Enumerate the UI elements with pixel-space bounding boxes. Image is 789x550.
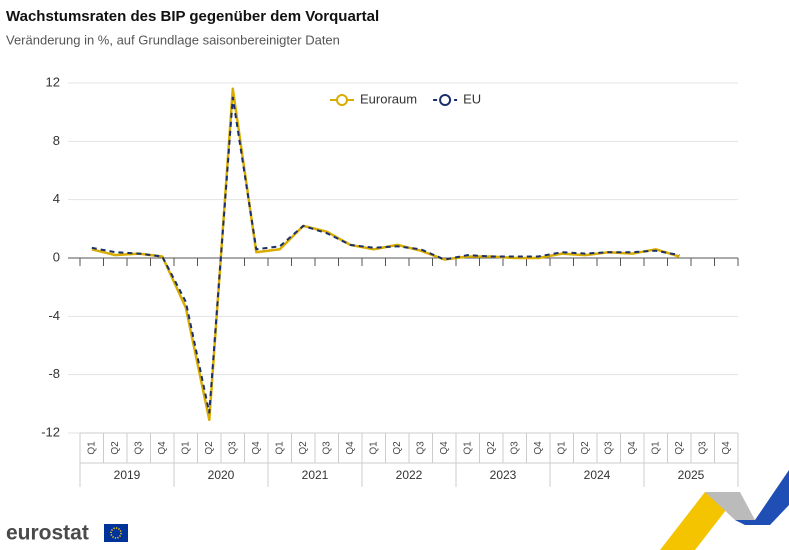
x-tick-label: Q2	[580, 441, 591, 455]
y-tick-label: 12	[46, 74, 60, 89]
y-tick-label: 0	[53, 249, 60, 264]
x-tick-label: Q4	[439, 441, 450, 455]
year-label: 2020	[208, 468, 235, 482]
year-label: 2024	[584, 468, 611, 482]
eu-stars	[110, 527, 122, 539]
year-label: 2025	[678, 468, 705, 482]
decoration	[660, 470, 789, 550]
x-tick-label: Q1	[650, 441, 661, 455]
year-label: 2023	[490, 468, 517, 482]
year-label: 2021	[302, 468, 329, 482]
x-tick-label: Q3	[133, 441, 144, 455]
x-tick-label: Q1	[274, 441, 285, 455]
x-tick-label: Q3	[321, 441, 332, 455]
ribbon-grey	[705, 492, 755, 520]
chart-subtitle: Veränderung in %, auf Grundlage saisonbe…	[6, 32, 340, 47]
legend-label: Euroraum	[360, 91, 417, 106]
legend-item: EU	[433, 91, 481, 106]
x-tick-label: Q3	[603, 441, 614, 455]
x-tick-label: Q1	[368, 441, 379, 455]
x-tick-label: Q2	[204, 441, 215, 455]
x-tick-label: Q1	[86, 441, 97, 455]
x-tick-label: Q3	[227, 441, 238, 455]
x-tick-label: Q2	[110, 441, 121, 455]
series-line	[91, 96, 680, 414]
year-label: 2022	[396, 468, 423, 482]
x-tick-label: Q3	[697, 441, 708, 455]
legend-item: Euroraum	[330, 91, 417, 106]
x-tick-label: Q2	[392, 441, 403, 455]
x-tick-label: Q2	[674, 441, 685, 455]
year-label: 2019	[114, 468, 141, 482]
y-tick-label: -4	[48, 308, 60, 323]
y-tick-label: -8	[48, 366, 60, 381]
x-tick-label: Q1	[180, 441, 191, 455]
x-tick-label: Q1	[556, 441, 567, 455]
x-tick-label: Q4	[157, 441, 168, 455]
x-tick-label: Q1	[462, 441, 473, 455]
x-tick-label: Q2	[298, 441, 309, 455]
x-tick-label: Q3	[509, 441, 520, 455]
x-tick-label: Q4	[251, 441, 262, 455]
x-tick-label: Q4	[345, 441, 356, 455]
y-tick-label: 4	[53, 191, 60, 206]
x-tick-label: Q4	[721, 441, 732, 455]
ribbon-blue	[735, 470, 789, 525]
legend-marker	[336, 94, 348, 106]
chart-title: Wachstumsraten des BIP gegenüber dem Vor…	[6, 8, 379, 25]
series-line	[91, 87, 680, 422]
ribbon-yellow	[660, 492, 740, 550]
legend-marker	[439, 94, 452, 106]
logo: eurostat	[6, 522, 128, 545]
x-tick-label: Q4	[533, 441, 544, 455]
y-tick-label: -12	[41, 424, 60, 439]
y-tick-label: 8	[53, 133, 60, 148]
logo-text: eurostat	[6, 522, 89, 545]
x-tick-label: Q4	[627, 441, 638, 455]
x-tick-label: Q3	[415, 441, 426, 455]
legend-label: EU	[463, 91, 481, 106]
x-tick-label: Q2	[486, 441, 497, 455]
eu-flag	[104, 524, 128, 542]
